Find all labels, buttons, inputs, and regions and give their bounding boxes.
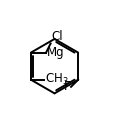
- Text: Cl: Cl: [52, 30, 63, 43]
- Text: CH$_3$: CH$_3$: [45, 72, 69, 87]
- Text: F: F: [63, 80, 70, 93]
- Text: Mg: Mg: [47, 46, 64, 59]
